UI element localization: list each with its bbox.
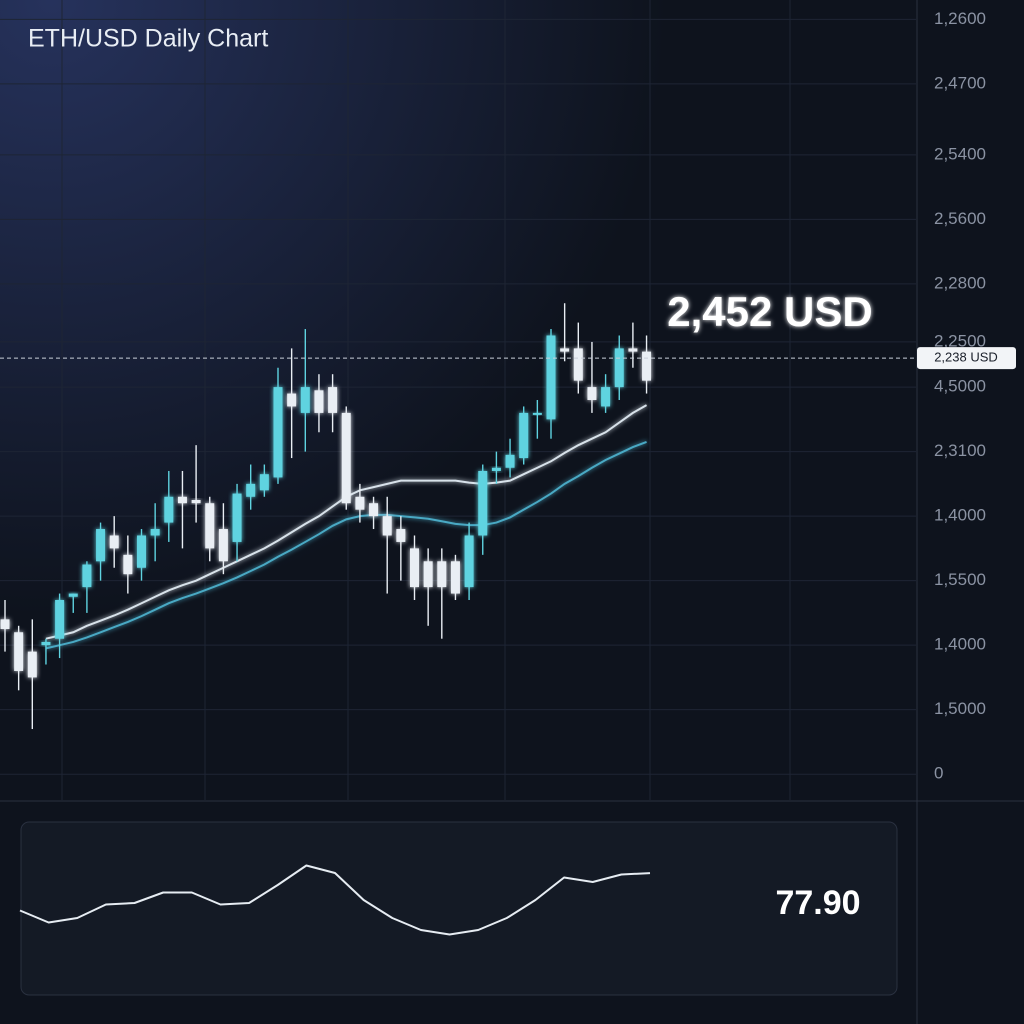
candle-body <box>601 387 611 407</box>
candle-body <box>300 387 310 413</box>
candle-body <box>27 651 37 678</box>
candle-body <box>328 387 338 413</box>
moving-average <box>45 440 647 650</box>
candle-body <box>437 561 447 588</box>
y-tick-label: 1,2600 <box>934 9 986 28</box>
price-tag-label: 2,238 USD <box>934 350 998 365</box>
plot: 1,2600 2,4700 2,5400 2,5600 2,2800 2,2500 4,50… <box>0 9 1016 936</box>
vertical-grid <box>61 0 791 800</box>
y-tick-label: 2,3100 <box>934 441 986 460</box>
candle-body <box>642 351 652 381</box>
y-tick-label: 2,5600 <box>934 209 986 228</box>
candle-body <box>396 529 406 542</box>
candle-body <box>273 387 283 478</box>
candle-body <box>628 348 638 352</box>
indicator-value: 77.90 <box>775 884 860 922</box>
candle-body <box>123 554 133 575</box>
indicator-line <box>19 864 651 936</box>
candle-body <box>164 496 174 523</box>
candle-body <box>232 493 242 542</box>
candle-body <box>287 393 297 407</box>
candle-body <box>423 561 433 588</box>
candle-body <box>614 348 624 388</box>
candle-body <box>450 561 460 594</box>
candle-body <box>314 390 324 413</box>
y-tick-label: 1,4000 <box>934 635 986 654</box>
candle-body <box>137 535 146 568</box>
candle-body <box>410 548 419 588</box>
candle-body <box>177 496 187 504</box>
candle-body <box>205 503 215 549</box>
candle-body <box>505 454 515 468</box>
candle-body <box>369 503 379 517</box>
candle-body <box>560 348 570 352</box>
candle-body <box>246 483 256 497</box>
price-tag <box>917 347 1016 370</box>
candle-body <box>532 412 542 415</box>
candle-body <box>491 467 501 471</box>
candle-body <box>464 535 474 588</box>
candle-body <box>382 516 392 536</box>
candle-body <box>150 529 160 536</box>
candle-body <box>14 632 24 671</box>
y-tick-label: 1,5000 <box>934 699 986 718</box>
candle-body <box>55 600 65 639</box>
y-tick-label: 1,5500 <box>934 570 986 589</box>
y-tick-label: 2,5400 <box>934 144 986 163</box>
candle-body <box>587 387 597 400</box>
candle-body <box>82 564 92 588</box>
candle-body <box>259 474 269 491</box>
y-tick-label: 2,2800 <box>934 273 986 292</box>
candle-body <box>191 500 201 504</box>
candle-body <box>341 412 351 504</box>
candle-body <box>519 412 529 459</box>
candle-body <box>218 529 228 562</box>
headline-price: 2,452 USD <box>667 288 872 335</box>
candle-body <box>0 619 10 630</box>
y-tick-label: 0 <box>934 764 943 783</box>
y-tick-label: 1,4000 <box>934 506 986 525</box>
y-tick-label: 4,5000 <box>934 377 986 396</box>
y-tick-label: 2,2500 <box>934 331 986 350</box>
candle-body <box>68 593 78 597</box>
candle-body <box>478 470 488 536</box>
candle-body <box>109 535 119 549</box>
indicator-panel <box>20 821 898 996</box>
chart-title: ETH/USD Daily Chart <box>28 25 268 53</box>
candle-body <box>573 348 583 381</box>
y-tick-label: 2,4700 <box>934 73 986 92</box>
candle-body <box>41 641 51 646</box>
candle-body <box>96 529 106 562</box>
candle-body <box>355 496 365 510</box>
candle-body <box>546 335 556 420</box>
